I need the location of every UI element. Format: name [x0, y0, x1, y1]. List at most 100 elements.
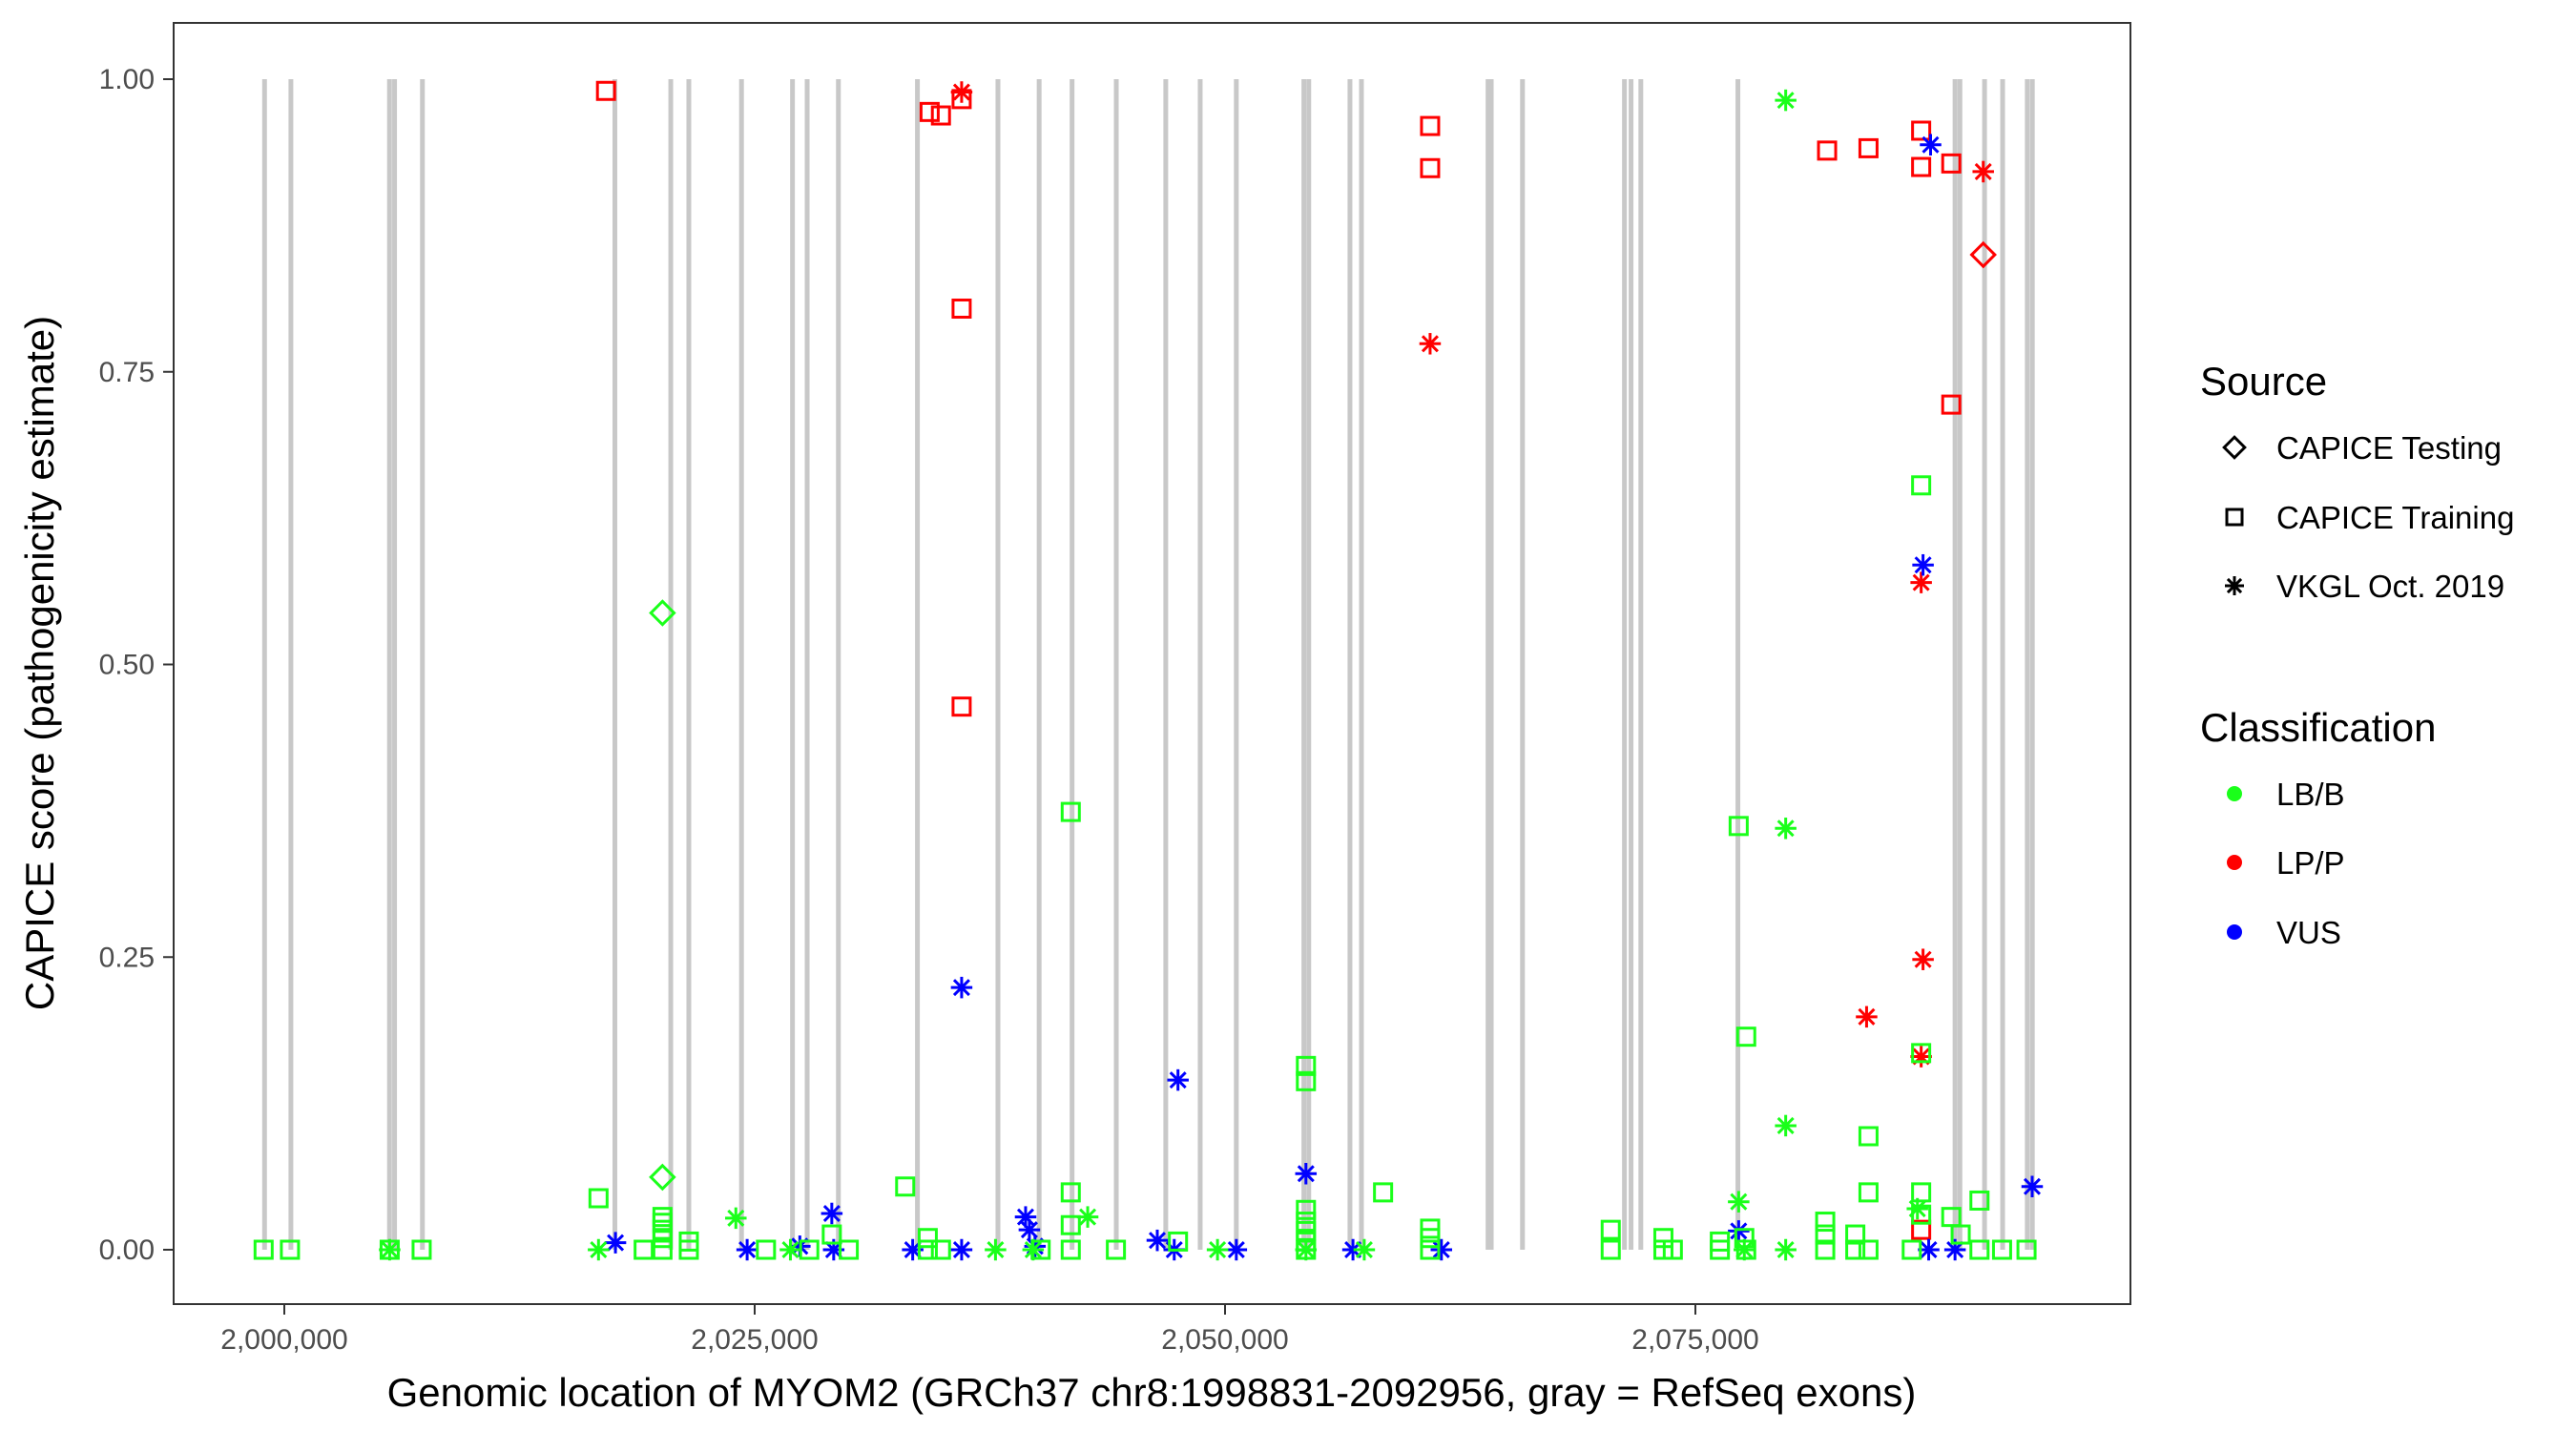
- legend: Source Classification CAPICE Testing CAPI…: [2200, 359, 2514, 950]
- data-point: [1168, 1231, 1189, 1252]
- data-point: [1296, 1070, 1317, 1091]
- data-point: [2021, 1175, 2044, 1197]
- data-point: [1225, 1238, 1248, 1261]
- data-point: [1728, 1220, 1750, 1242]
- legend-label: VKGL Oct. 2019: [2276, 569, 2504, 604]
- data-point: [1146, 1229, 1169, 1252]
- data-point: [1911, 1043, 1932, 1064]
- data-point: [839, 1239, 860, 1260]
- asterisk-stroke: [2226, 577, 2243, 594]
- data-point: [1950, 1224, 1971, 1245]
- legend-key-square-icon: [2225, 508, 2244, 527]
- data-point: [1106, 1239, 1127, 1260]
- asterisk-stroke: [1227, 1240, 1245, 1259]
- y-tick-label: 1.00: [99, 64, 155, 95]
- exon-lines: [261, 79, 2035, 1250]
- asterisk-stroke: [607, 1234, 625, 1252]
- data-point: [1735, 1027, 1756, 1047]
- x-axis: 2,000,000 2,025,000 2,050,000 2,075,000: [220, 1304, 1759, 1356]
- legend-label: LB/B: [2276, 777, 2345, 812]
- data-point: [1167, 1068, 1189, 1091]
- data-point: [1856, 1006, 1878, 1028]
- asterisk-stroke: [1297, 1165, 1315, 1183]
- asterisk-stroke: [952, 1240, 970, 1259]
- data-point: [1920, 134, 1942, 156]
- data-point: [588, 1238, 610, 1261]
- data-point: [1912, 948, 1934, 970]
- asterisk-stroke: [1776, 92, 1795, 110]
- data-point: [756, 1239, 777, 1260]
- legend-key-dot-icon: [2227, 924, 2242, 940]
- data-point: [1296, 1220, 1317, 1241]
- asterisk-stroke: [952, 83, 970, 101]
- asterisk-stroke: [727, 1209, 745, 1227]
- data-point: [799, 1239, 820, 1260]
- data-point: [1911, 1219, 1932, 1240]
- data-point: [950, 1238, 973, 1261]
- data-point: [1420, 1228, 1441, 1249]
- data-point: [1728, 816, 1749, 837]
- data-point: [379, 1239, 400, 1260]
- data-point: [1910, 571, 1932, 593]
- x-tick-label: 2,000,000: [220, 1324, 347, 1356]
- data-point: [917, 1228, 938, 1249]
- data-point: [1815, 1212, 1836, 1233]
- data-point: [1775, 1114, 1797, 1137]
- data-point: [1373, 1182, 1394, 1203]
- asterisk-stroke: [1016, 1208, 1034, 1226]
- data-point: [1060, 1214, 1081, 1235]
- data-point: [1775, 1238, 1797, 1261]
- data-point: [1858, 137, 1879, 158]
- legend-label: LP/P: [2276, 845, 2345, 881]
- asterisk-stroke: [1020, 1221, 1038, 1239]
- data-points: [253, 80, 2044, 1261]
- asterisk-stroke: [1735, 1240, 1754, 1259]
- y-tick-label: 0.00: [99, 1234, 155, 1266]
- y-tick-label: 0.25: [99, 942, 155, 973]
- data-point: [1060, 1239, 1081, 1260]
- data-point: [1941, 394, 1962, 415]
- data-point: [280, 1239, 301, 1260]
- legend-source-title: Source: [2200, 359, 2327, 404]
- x-axis-title: Genomic location of MYOM2 (GRCh37 chr8:1…: [387, 1370, 1917, 1415]
- data-point: [649, 1163, 676, 1192]
- legend-item-source: CAPICE Training: [2225, 500, 2514, 535]
- data-point: [951, 696, 972, 717]
- data-point: [1018, 1218, 1041, 1241]
- asterisk-stroke: [952, 979, 970, 997]
- data-point: [1710, 1239, 1731, 1260]
- plot-background: [174, 23, 2130, 1304]
- asterisk-stroke: [1946, 1240, 1964, 1259]
- legend-item-source: CAPICE Testing: [2222, 430, 2502, 466]
- data-point: [985, 1238, 1007, 1261]
- data-point: [652, 1239, 673, 1260]
- data-point: [1420, 157, 1441, 178]
- asterisk-stroke: [1920, 1240, 1938, 1259]
- asterisk-stroke: [738, 1240, 757, 1259]
- data-point: [950, 81, 973, 103]
- asterisk-stroke: [1922, 135, 1940, 154]
- data-point: [1030, 1239, 1051, 1260]
- data-point: [1969, 1190, 1990, 1211]
- data-point: [595, 80, 616, 101]
- data-point: [604, 1232, 627, 1254]
- asterisk-stroke: [781, 1240, 800, 1259]
- legend-item-classification: LP/P: [2227, 845, 2345, 881]
- data-point: [1430, 1238, 1453, 1261]
- data-point: [1735, 1239, 1756, 1260]
- x-tick-label: 2,025,000: [691, 1324, 818, 1356]
- data-point: [1815, 1239, 1836, 1260]
- legend-item-classification: VUS: [2227, 915, 2341, 950]
- data-point: [821, 1224, 842, 1245]
- data-point: [1911, 120, 1932, 141]
- data-point: [1060, 801, 1081, 822]
- asterisk-stroke: [1209, 1240, 1227, 1259]
- data-point: [1845, 1224, 1866, 1245]
- data-point: [725, 1207, 747, 1230]
- data-point: [1815, 1224, 1836, 1245]
- data-point: [1912, 553, 1934, 576]
- y-tick-label: 0.75: [99, 357, 155, 388]
- data-point: [930, 105, 951, 126]
- data-point: [1969, 240, 1997, 269]
